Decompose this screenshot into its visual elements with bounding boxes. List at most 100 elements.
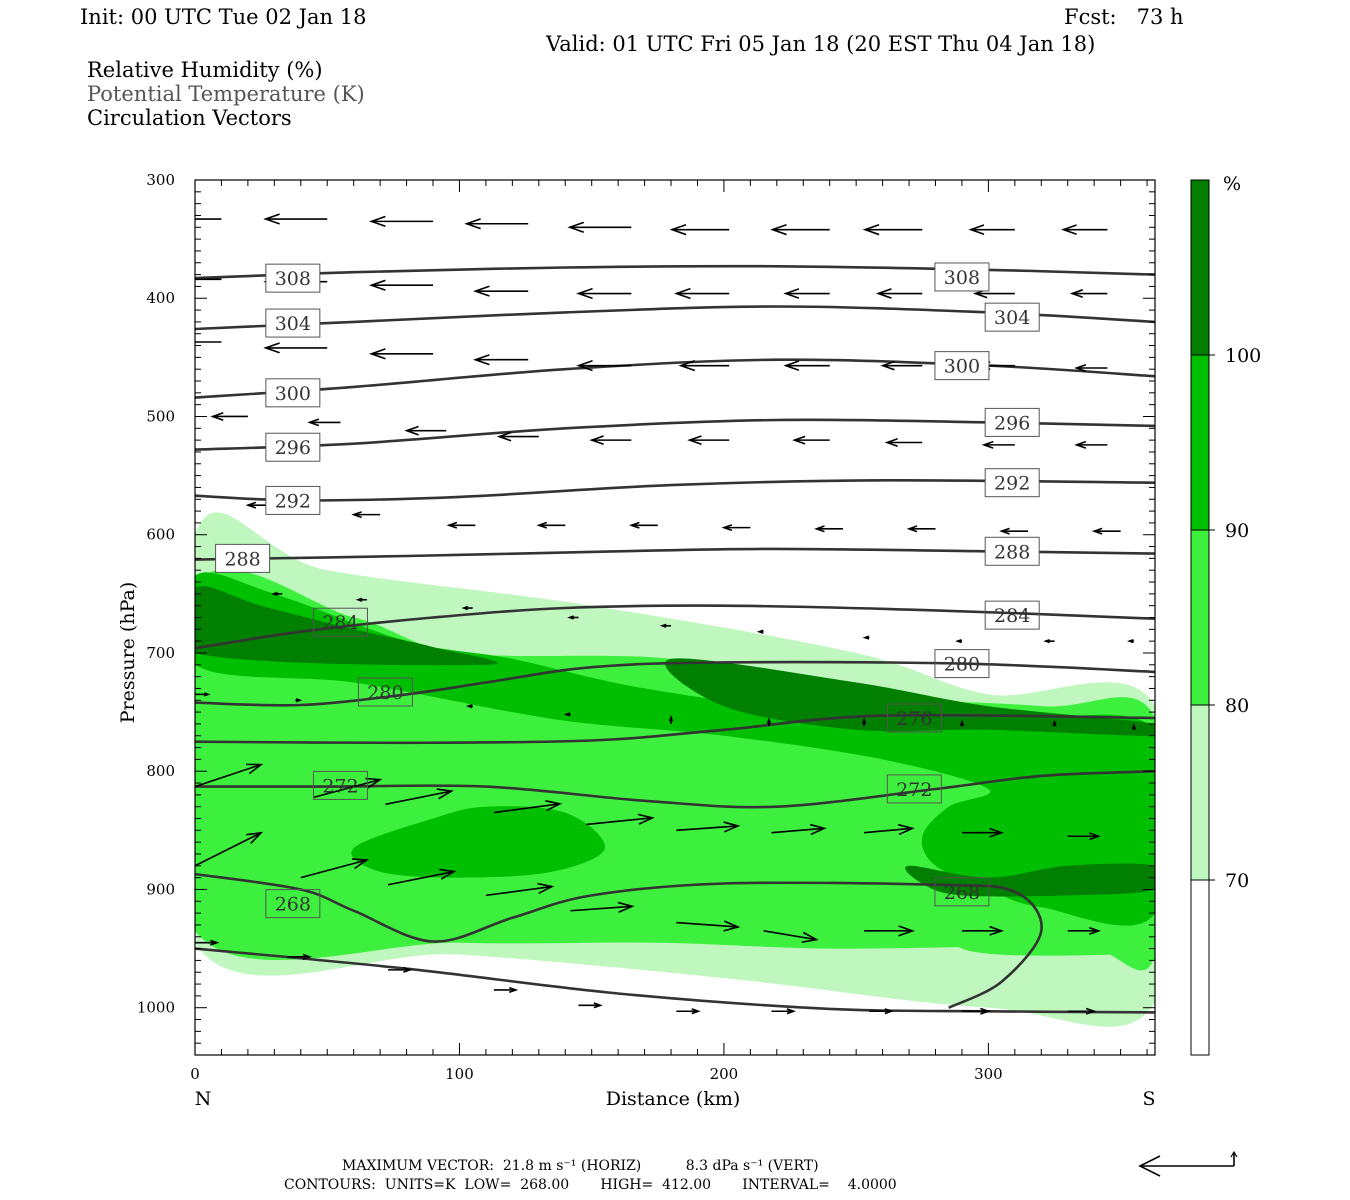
isentrope-272 — [195, 769, 1155, 809]
circulation-vector — [388, 966, 413, 973]
colorbar-label: 90 — [1225, 520, 1249, 542]
isentrope-label-text: 272 — [896, 779, 932, 801]
isentrope-label-box — [934, 877, 990, 907]
vector-head — [473, 354, 490, 366]
vector-head — [884, 1008, 894, 1015]
circulation-vector — [687, 435, 730, 446]
vector-head — [271, 591, 278, 597]
circulation-vector — [783, 360, 830, 372]
vector-head — [155, 274, 169, 284]
circulation-vector — [955, 638, 962, 644]
vector-head — [464, 218, 481, 230]
y-tick-label: 1000 — [137, 999, 175, 1017]
vector-head — [1127, 638, 1134, 644]
circulation-vector — [678, 359, 730, 372]
vector-head — [1131, 723, 1136, 730]
vector-head — [563, 712, 571, 717]
vector-head — [536, 521, 548, 529]
vector-head — [576, 359, 593, 372]
circulation-vector — [195, 939, 220, 946]
isentrope-label-box — [934, 351, 990, 381]
circulation-vector — [493, 986, 519, 994]
colorbar-label: 70 — [1225, 870, 1249, 892]
circulation-vector — [968, 224, 1015, 236]
vector-head — [508, 986, 519, 994]
isentrope-label: 280 — [357, 677, 413, 707]
circulation-vector — [576, 287, 632, 300]
isentrope-label-box — [984, 600, 1040, 630]
vector-head — [861, 717, 867, 724]
isentrope-label-text: 296 — [275, 437, 311, 459]
contour-labels: 308 308 304 304 300 300 296 296 292 292 288 288 284 2… — [215, 262, 1040, 919]
circulation-vector — [981, 440, 1015, 449]
vector-head — [1060, 224, 1077, 236]
isentrope-label: 284 — [984, 600, 1040, 630]
circulation-vector — [496, 431, 539, 442]
vector-head — [203, 692, 211, 697]
circulation-vector — [1091, 527, 1121, 535]
vector-shaft — [676, 921, 738, 928]
circulation-vector — [578, 1002, 603, 1009]
circulation-vector — [783, 288, 830, 299]
isentrope-label-text: 288 — [224, 548, 260, 570]
circulation-vector — [385, 788, 454, 806]
isentrope-label: 300 — [265, 378, 321, 408]
vector-head — [959, 719, 965, 727]
vector-head — [496, 431, 512, 442]
vector-head — [814, 525, 825, 533]
isentrope-label-text: 288 — [994, 541, 1030, 563]
vector-head — [1074, 440, 1087, 449]
isentrope-label-text: 308 — [944, 267, 980, 289]
circulation-vector — [461, 605, 473, 611]
circulation-vector — [1074, 440, 1108, 449]
vector-head — [862, 224, 880, 236]
vector-head — [302, 953, 312, 960]
circulation-vector — [263, 342, 328, 354]
vector-head — [1074, 364, 1087, 372]
isentrope-label-text: 280 — [944, 654, 980, 676]
circulation-vector — [464, 218, 529, 230]
y-tick-label: 800 — [146, 762, 175, 780]
circulation-vector — [195, 763, 264, 788]
circulation-vector — [313, 777, 383, 799]
circulation-vector — [668, 714, 674, 724]
vector-shaft — [771, 827, 825, 834]
isentrope-label-box — [984, 302, 1040, 332]
vector-head — [721, 524, 733, 532]
isentrope-label: 268 — [934, 877, 990, 907]
circulation-vector — [771, 1008, 796, 1015]
vector-head — [210, 939, 220, 946]
circulation-vectors — [155, 213, 1136, 1015]
legend-vectors: Circulation Vectors — [87, 106, 292, 130]
rh-region-90-4 — [351, 806, 606, 878]
vector-shaft — [493, 803, 560, 814]
vector-head — [628, 521, 640, 529]
vector-head — [1043, 638, 1050, 644]
circulation-vector — [368, 348, 434, 360]
circulation-vector — [351, 511, 381, 519]
isentrope-label-box — [265, 263, 321, 293]
isentrope-label-box — [215, 543, 271, 573]
vector-shaft — [676, 825, 738, 832]
circulation-vector — [676, 1008, 701, 1015]
isentrope-label-text: 272 — [322, 775, 358, 797]
isentrope-label-box — [886, 703, 942, 733]
vector-head — [1091, 527, 1103, 535]
circulation-vector — [368, 279, 434, 291]
circulation-vector — [959, 719, 965, 727]
circulation-vector — [195, 218, 222, 220]
vector-head — [589, 435, 604, 446]
isentrope-label-text: 280 — [367, 682, 403, 704]
circulation-vector — [465, 704, 473, 709]
colorbar-unit: % — [1223, 173, 1241, 195]
circulation-vector — [446, 521, 476, 529]
circulation-vector — [669, 224, 730, 236]
vector-head — [809, 823, 827, 836]
vector-head — [404, 425, 419, 436]
circulation-vector — [880, 360, 923, 371]
circulation-vector — [300, 858, 370, 879]
vector-head — [783, 360, 800, 372]
circulation-vector — [763, 930, 819, 943]
vector-head — [766, 717, 772, 724]
